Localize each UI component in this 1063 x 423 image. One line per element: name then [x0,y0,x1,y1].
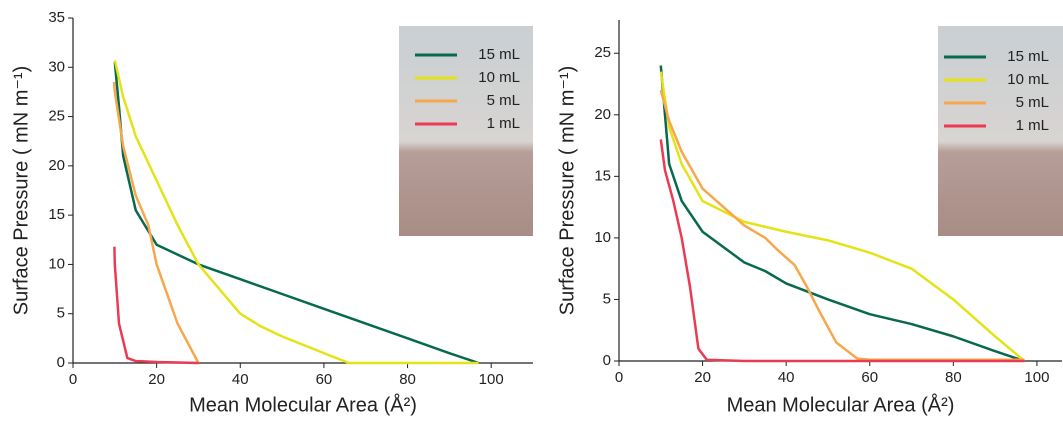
y-axis-title: Surface Pressure ( mN m⁻¹) [556,66,578,315]
x-tick-label: 20 [694,369,711,386]
y-tick-label: 0 [57,354,65,371]
y-tick-label: 15 [594,167,611,184]
y-tick-label: 25 [48,108,65,125]
y-tick-label: 10 [48,255,65,272]
legend-label: 5 mL [1016,94,1049,111]
y-tick-label: 10 [594,229,611,246]
y-tick-label: 25 [594,44,611,61]
data-line [659,89,1025,362]
legend-label: 15 mL [1007,48,1049,65]
x-tick-label: 80 [399,371,416,388]
data-line [659,65,1025,363]
data-line [113,246,199,365]
x-axis-title: Mean Molecular Area (Å²) [727,393,955,416]
x-tick-label: 0 [615,369,623,386]
data-line [112,81,200,364]
data-line [113,60,479,365]
legend-label: 1 mL [487,115,520,132]
data-line [659,71,1026,362]
legend-label: 10 mL [478,69,520,86]
y-tick-label: 35 [48,9,65,26]
x-tick-label: 100 [1024,369,1049,386]
y-tick-label: 0 [603,352,611,369]
y-axis-title: Surface Pressure ( mN m⁻¹) [10,66,32,315]
legend-label: 10 mL [1007,71,1049,88]
x-tick-label: 60 [316,371,333,388]
data-line [659,139,1025,363]
y-tick-label: 20 [594,106,611,123]
x-axis-title: Mean Molecular Area (Å²) [189,393,417,416]
photo-inset [938,26,1063,236]
photo-inset [399,26,533,236]
data-line [113,62,480,365]
y-tick-label: 5 [603,290,611,307]
y-tick-label: 15 [48,206,65,223]
y-tick-label: 30 [48,58,65,75]
x-tick-label: 80 [945,369,962,386]
x-tick-label: 100 [479,371,504,388]
y-tick-label: 20 [48,157,65,174]
x-tick-label: 40 [778,369,795,386]
y-tick-label: 5 [57,305,65,322]
legend-label: 5 mL [487,92,520,109]
x-tick-label: 20 [148,371,165,388]
legend-label: 15 mL [478,46,520,63]
x-tick-label: 40 [232,371,249,388]
x-tick-label: 60 [861,369,878,386]
legend-label: 1 mL [1016,117,1049,134]
x-tick-label: 0 [69,371,77,388]
